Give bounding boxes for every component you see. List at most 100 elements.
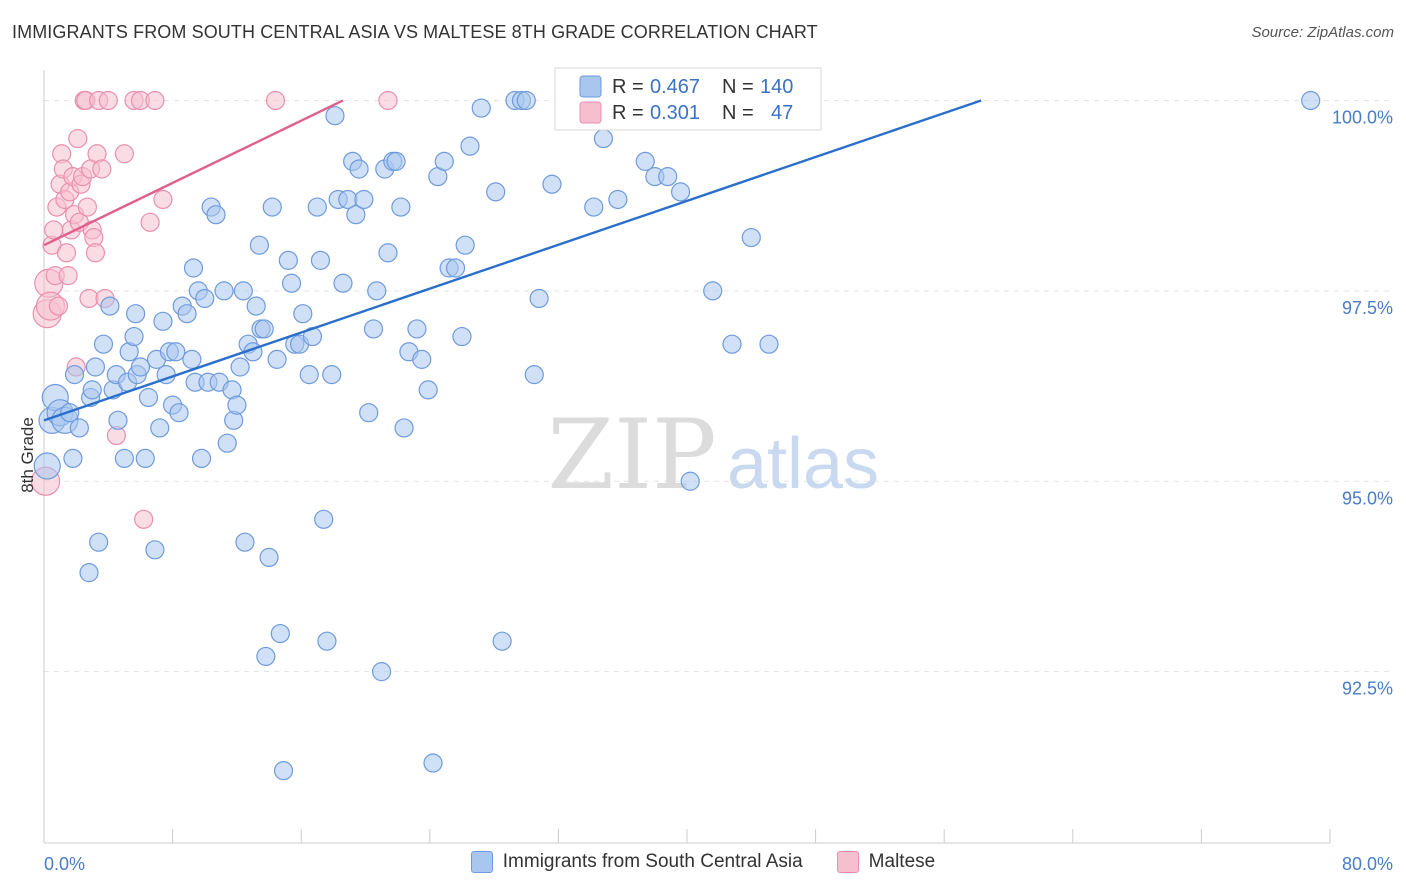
- south-central-asia-points: [33, 90, 1321, 781]
- point-south-central-asia-136: [759, 334, 779, 354]
- point-south-central-asia-94: [378, 243, 398, 263]
- point-maltese-8: [48, 296, 69, 316]
- point-south-central-asia-79: [317, 631, 337, 651]
- trend-line-maltese: [43, 99, 344, 247]
- legend-n-value-1: 140: [760, 76, 793, 98]
- point-south-central-asia-105: [434, 151, 454, 171]
- point-south-central-asia-111: [471, 98, 491, 118]
- point-south-central-asia-138: [1301, 90, 1321, 111]
- point-south-central-asia-76: [307, 197, 327, 217]
- trend-line-south-central-asia: [43, 99, 982, 422]
- point-south-central-asia-78: [314, 509, 334, 529]
- point-south-central-asia-108: [455, 235, 475, 255]
- point-south-central-asia-0: [33, 452, 61, 480]
- y-tick-label-0: 92.5%: [1342, 679, 1393, 699]
- point-maltese-36: [98, 90, 118, 111]
- point-south-central-asia-30: [150, 418, 170, 438]
- source-label: Source: ZipAtlas.com: [1251, 24, 1394, 41]
- point-south-central-asia-13: [85, 357, 106, 377]
- point-south-central-asia-80: [322, 365, 342, 385]
- point-south-central-asia-12: [82, 380, 102, 400]
- watermark-atlas: atlas: [727, 424, 879, 504]
- point-south-central-asia-31: [153, 311, 173, 331]
- point-south-central-asia-103: [423, 753, 443, 773]
- point-south-central-asia-27: [138, 387, 159, 408]
- legend-n-label-1: N =: [722, 76, 754, 98]
- series-swatch-pink: [836, 851, 859, 873]
- point-south-central-asia-100: [407, 319, 427, 339]
- point-maltese-38: [114, 144, 134, 164]
- legend-r-label-1: R =: [612, 76, 644, 98]
- point-south-central-asia-66: [267, 349, 287, 369]
- point-south-central-asia-89: [359, 403, 379, 423]
- legend-r-label-2: R =: [612, 102, 644, 124]
- point-south-central-asia-134: [722, 334, 742, 354]
- point-maltese-14: [58, 266, 78, 286]
- point-south-central-asia-101: [412, 349, 432, 369]
- point-south-central-asia-90: [363, 319, 384, 339]
- point-south-central-asia-96: [386, 151, 406, 171]
- point-south-central-asia-50: [217, 433, 237, 453]
- point-maltese-43: [140, 212, 160, 232]
- point-south-central-asia-131: [670, 182, 691, 202]
- point-south-central-asia-135: [741, 227, 761, 248]
- point-south-central-asia-22: [124, 326, 144, 347]
- point-south-central-asia-10: [89, 532, 109, 552]
- point-south-central-asia-125: [608, 189, 628, 210]
- point-south-central-asia-87: [349, 159, 369, 179]
- series-legend-item-south-central-asia: Immigrants from South Central Asia: [470, 851, 803, 873]
- point-south-central-asia-23: [126, 304, 146, 324]
- point-south-central-asia-86: [346, 205, 366, 225]
- point-south-central-asia-70: [281, 273, 302, 293]
- point-south-central-asia-38: [177, 304, 197, 324]
- point-south-central-asia-15: [100, 296, 120, 316]
- point-south-central-asia-107: [445, 258, 466, 278]
- point-south-central-asia-49: [214, 281, 234, 301]
- point-south-central-asia-36: [169, 403, 189, 423]
- point-south-central-asia-55: [233, 281, 253, 301]
- series-swatch-blue: [470, 851, 493, 873]
- y-tick-label-2: 97.5%: [1342, 298, 1393, 318]
- point-south-central-asia-60: [249, 235, 270, 255]
- point-south-central-asia-109: [452, 326, 472, 347]
- point-south-central-asia-98: [394, 418, 414, 438]
- legend-n-label-2: N =: [722, 102, 754, 124]
- point-south-central-asia-88: [354, 189, 374, 210]
- point-south-central-asia-116: [516, 90, 536, 111]
- watermark: ZIP atlas: [547, 399, 879, 511]
- point-south-central-asia-18: [108, 410, 128, 430]
- point-south-central-asia-133: [703, 281, 723, 301]
- point-south-central-asia-122: [584, 197, 604, 217]
- series-label-maltese: Maltese: [868, 851, 936, 872]
- point-south-central-asia-81: [325, 106, 345, 126]
- point-south-central-asia-67: [270, 623, 290, 644]
- point-south-central-asia-26: [135, 448, 155, 469]
- point-south-central-asia-42: [183, 258, 204, 278]
- point-maltese-13: [56, 243, 77, 263]
- series-legend: Immigrants from South Central Asia Malte…: [0, 851, 1406, 873]
- point-south-central-asia-117: [524, 365, 544, 385]
- point-south-central-asia-123: [593, 128, 614, 149]
- point-south-central-asia-44: [195, 288, 215, 309]
- point-south-central-asia-69: [278, 250, 298, 270]
- point-maltese-26: [77, 197, 98, 217]
- point-south-central-asia-6: [64, 365, 85, 385]
- point-south-central-asia-35: [166, 342, 186, 362]
- y-tick-label-1: 95.0%: [1342, 488, 1393, 508]
- point-south-central-asia-91: [367, 281, 387, 301]
- legend-swatch-blue: [579, 75, 602, 98]
- point-south-central-asia-25: [130, 357, 151, 377]
- point-maltese-46: [378, 90, 398, 111]
- x-tick-label-1: 80.0%: [1342, 854, 1393, 874]
- chart-title: IMMIGRANTS FROM SOUTH CENTRAL ASIA VS MA…: [12, 22, 818, 42]
- point-maltese-20: [68, 128, 88, 149]
- point-south-central-asia-64: [259, 547, 279, 568]
- point-maltese-27: [79, 288, 99, 309]
- watermark-zip: ZIP: [547, 399, 716, 511]
- point-maltese-34: [92, 159, 112, 179]
- point-south-central-asia-68: [273, 761, 294, 781]
- stats-legend: R = 0.467 N = 140 R = 0.301 N = 47: [554, 67, 822, 131]
- point-south-central-asia-28: [145, 540, 165, 560]
- point-south-central-asia-9: [79, 563, 99, 583]
- grid-lines: [44, 99, 1392, 673]
